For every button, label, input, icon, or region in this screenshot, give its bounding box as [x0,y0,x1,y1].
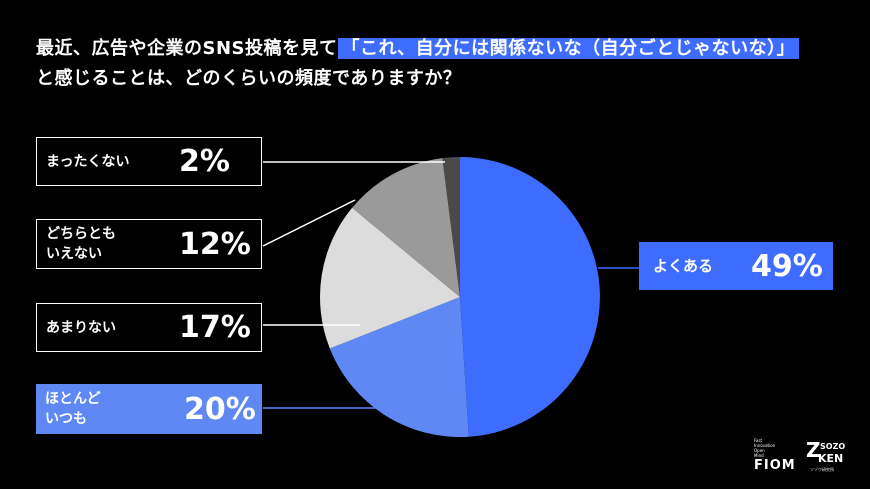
pie-slice-0 [460,157,600,437]
title-prefix: 最近、広告や企業のSNS投稿を見て [36,38,338,59]
fiom-logo: Fast Innovation Open Mind FIOM [754,438,796,473]
title-line-1: 最近、広告や企業のSNS投稿を見て 「これ、自分には関係ないな（自分ごとじゃないな… [36,34,800,64]
fiom-tagline-3: Mind [754,453,764,458]
pct-mattaku: 2% [179,144,230,179]
pie-slice-1 [329,297,469,437]
pie-slice-2 [319,207,460,349]
fiom-logo-tagline: Fast Innovation Open Mind [754,438,796,458]
label-mattaku: まったくない [46,153,130,170]
pie-slices [319,157,600,437]
pie-slice-4 [442,157,460,297]
pct-amari: 17% [179,310,251,345]
sozoken-logo-bottom: KEN [818,452,843,465]
leader-lines [262,161,640,409]
title-highlight: 「これ、自分には関係ないな（自分ごとじゃないな）」 [337,38,800,59]
label-amari: あまりない [46,319,116,336]
sozoken-logo-top: SOZO [820,442,845,451]
label-dochira: どちらとも いえない [46,226,116,262]
sozoken-logo-caption: ソゾウ研究所 [810,466,834,472]
leader-line-dochira [262,199,356,247]
sozoken-logo: Z SOZO KEN ソゾウ研究所 [806,440,845,472]
fiom-tagline-2: Open [754,448,765,453]
title-line-2: と感じることは、どのくらいの頻度でありますか？ [36,68,462,89]
label-box-dochira: どちらとも いえない 12% [36,219,262,269]
sozoken-logo-z: Z [806,440,821,462]
label-hotondo: ほとんど いつも [45,391,101,427]
label-yokuaru: よくある [653,257,714,275]
chart-title: 最近、広告や企業のSNS投稿を見て 「これ、自分には関係ないな（自分ごとじゃないな… [36,34,800,94]
pct-dochira: 12% [179,226,251,262]
label-box-yokuaru: よくある 49% [639,242,833,290]
pie-slice-3 [352,158,460,297]
fiom-tagline-1: Innovation [754,443,776,448]
fiom-logo-text: FIOM [754,458,796,473]
pct-hotondo: 20% [184,391,256,427]
fiom-tagline-0: Fast [754,438,763,443]
label-box-hotondo: ほとんど いつも 20% [36,384,262,434]
pct-yokuaru: 49% [751,248,823,284]
label-box-amari: あまりない 17% [36,303,262,352]
label-box-mattaku: まったくない 2% [36,137,262,186]
